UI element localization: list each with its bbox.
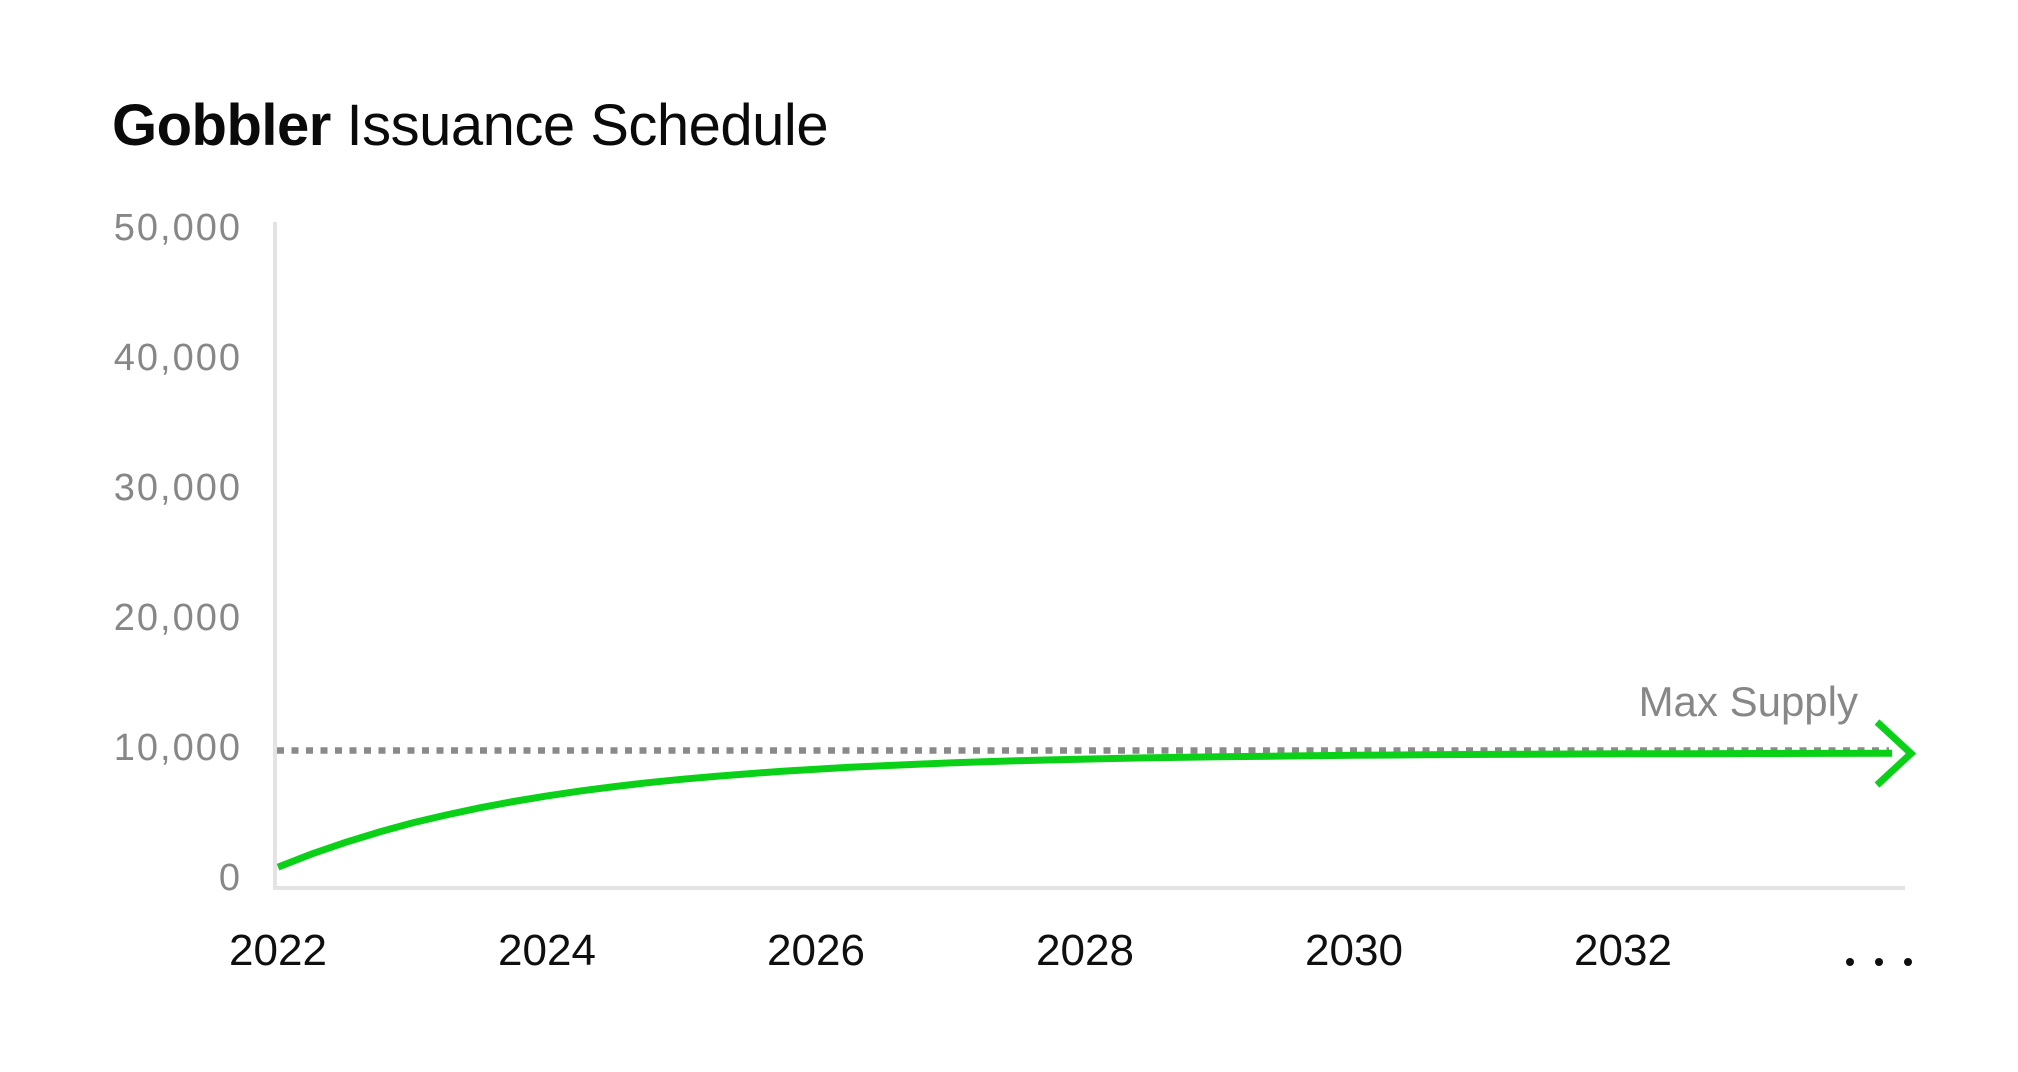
y-tick-label: 40,000 bbox=[113, 337, 242, 379]
issuance-curve bbox=[276, 749, 1893, 871]
x-tick-label: 2028 bbox=[1036, 926, 1134, 975]
x-tick-label: 2026 bbox=[767, 926, 865, 975]
y-tick-label: 20,000 bbox=[113, 597, 242, 639]
arrow-right-icon bbox=[1874, 719, 1917, 788]
chart-title-rest: Issuance Schedule bbox=[330, 93, 829, 158]
x-tick-label: 2030 bbox=[1305, 926, 1403, 975]
x-axis-ellipsis bbox=[1846, 958, 1912, 966]
chart-title-bold: Gobbler bbox=[112, 93, 331, 158]
y-tick-label: 30,000 bbox=[113, 467, 242, 509]
x-tick-label: 2022 bbox=[229, 926, 327, 975]
chart-title: Gobbler Issuance Schedule bbox=[112, 93, 829, 158]
ellipsis-dot bbox=[1904, 958, 1912, 966]
x-tick-label: 2024 bbox=[498, 926, 596, 975]
ellipsis-dot bbox=[1875, 958, 1883, 966]
x-tick-label: 2032 bbox=[1574, 926, 1672, 975]
ellipsis-dot bbox=[1846, 958, 1854, 966]
y-tick-label: 10,000 bbox=[113, 727, 242, 769]
max-supply-label: Max Supply bbox=[1638, 678, 1858, 725]
y-tick-label: 0 bbox=[218, 857, 242, 899]
y-tick-label: 50,000 bbox=[113, 207, 242, 249]
